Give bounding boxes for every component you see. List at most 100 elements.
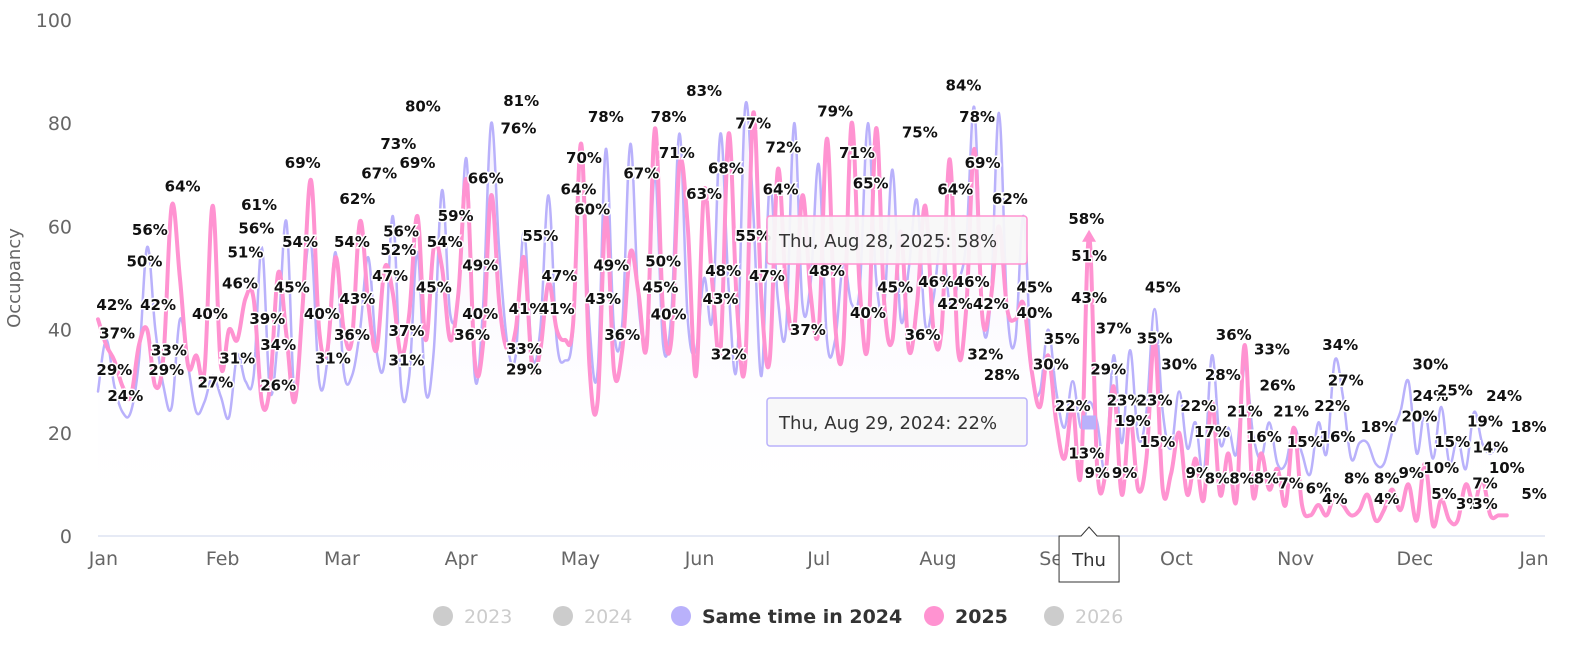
data-label: 66% <box>468 170 504 188</box>
data-label: 42% <box>140 296 176 314</box>
data-label: 45% <box>274 278 310 296</box>
data-label: 48% <box>705 262 741 280</box>
hover-x-label: Thu <box>1058 526 1120 583</box>
series-area-fill <box>98 107 1507 536</box>
x-tick-label: Apr <box>445 548 478 570</box>
data-label: 81% <box>503 92 539 110</box>
hover-x-label-box <box>1058 526 1120 583</box>
data-label: 59% <box>438 207 474 225</box>
data-label: 69% <box>965 154 1001 172</box>
data-label: 3% <box>1456 495 1481 513</box>
y-tick-label: 40 <box>48 320 72 342</box>
data-label: 32% <box>711 346 747 364</box>
x-tick-label: Feb <box>206 548 240 570</box>
data-label: 31% <box>389 352 425 370</box>
x-tick-label: May <box>561 548 600 570</box>
legend-item[interactable]: 2023 <box>433 606 512 628</box>
data-label: 9% <box>1186 464 1211 482</box>
data-label: 64% <box>763 180 799 198</box>
series-line-same-time-2024[interactable] <box>96 100 1509 477</box>
data-label: 8% <box>1205 469 1230 487</box>
data-label: 29% <box>506 360 542 378</box>
data-label: 9% <box>1398 464 1423 482</box>
data-label: 4% <box>1322 490 1347 508</box>
data-label: 78% <box>651 108 687 126</box>
data-label: 79% <box>817 102 853 120</box>
legend-item[interactable]: Same time in 2024 <box>671 606 902 628</box>
hover-marker-2025 <box>1082 229 1097 242</box>
legend-label: Same time in 2024 <box>702 606 902 628</box>
data-label: 17% <box>1194 423 1230 441</box>
data-label: 45% <box>877 278 913 296</box>
data-label: 43% <box>703 290 739 308</box>
data-label: 13% <box>1068 445 1104 463</box>
y-axis-title: Occupancy <box>4 228 25 328</box>
data-label: 56% <box>132 221 168 239</box>
data-label: 42% <box>973 295 1009 313</box>
data-label: 26% <box>260 376 296 394</box>
data-label: 49% <box>462 256 498 274</box>
legend-item[interactable]: 2025 <box>924 606 1008 628</box>
legend-item[interactable]: 2026 <box>1044 606 1123 628</box>
data-label: 31% <box>219 350 255 368</box>
data-label: 8% <box>1344 469 1369 487</box>
data-label: 33% <box>1254 340 1290 358</box>
legend-label: 2025 <box>955 606 1008 628</box>
data-label: 34% <box>260 336 296 354</box>
data-label: 23% <box>1107 391 1143 409</box>
data-label: 41% <box>539 300 575 318</box>
legend-label: 2026 <box>1075 606 1123 628</box>
data-label: 25% <box>1437 382 1473 400</box>
legend-marker <box>671 606 691 626</box>
data-label: 55% <box>735 227 771 245</box>
tooltip-same-time-2024: Thu, Aug 29, 2024: 22% <box>766 397 1028 447</box>
data-label: 36% <box>1216 326 1252 344</box>
data-label: 7% <box>1472 475 1497 493</box>
legend-marker <box>553 606 573 626</box>
data-label: 71% <box>659 144 695 162</box>
x-tick-label: Jan <box>1518 548 1548 570</box>
data-label: 36% <box>334 326 370 344</box>
data-label: 63% <box>686 185 722 203</box>
data-label: 9% <box>1112 464 1137 482</box>
data-label: 15% <box>1434 433 1470 451</box>
data-label: 3% <box>1472 495 1497 513</box>
data-label: 34% <box>1322 336 1358 354</box>
data-label: 4% <box>1374 490 1399 508</box>
data-label: 22% <box>1314 397 1350 415</box>
data-label: 80% <box>405 97 441 115</box>
data-label: 84% <box>946 77 982 95</box>
data-label: 31% <box>315 350 351 368</box>
data-label: 72% <box>765 139 801 157</box>
data-label: 52% <box>380 241 416 259</box>
data-label: 64% <box>937 180 973 198</box>
data-label: 26% <box>1259 376 1295 394</box>
data-label: 36% <box>454 326 490 344</box>
data-label: 67% <box>623 164 659 182</box>
data-label: 18% <box>1361 418 1397 436</box>
data-label: 62% <box>992 190 1028 208</box>
tooltip-box <box>766 215 1028 265</box>
data-label: 14% <box>1472 438 1508 456</box>
data-label: 47% <box>541 267 577 285</box>
legend-marker <box>1044 606 1064 626</box>
legend-item[interactable]: 2024 <box>553 606 632 628</box>
data-label: 45% <box>1017 278 1053 296</box>
data-label: 56% <box>238 220 274 238</box>
data-label: 55% <box>522 227 558 245</box>
data-label: 47% <box>749 267 785 285</box>
data-label: 30% <box>1161 355 1197 373</box>
x-tick-label: Aug <box>919 548 956 570</box>
data-label: 10% <box>1489 459 1525 477</box>
data-label: 24% <box>1412 387 1448 405</box>
data-label: 40% <box>192 305 228 323</box>
data-label: 27% <box>1328 371 1364 389</box>
tooltip-2025: Thu, Aug 28, 2025: 58% <box>766 215 1028 265</box>
data-label: 40% <box>651 305 687 323</box>
y-tick-label: 20 <box>48 423 72 445</box>
data-label: 15% <box>1139 433 1175 451</box>
tooltip-text: Thu, Aug 29, 2024: 22% <box>778 413 997 434</box>
data-label: 49% <box>593 256 629 274</box>
data-label: 75% <box>902 124 938 142</box>
